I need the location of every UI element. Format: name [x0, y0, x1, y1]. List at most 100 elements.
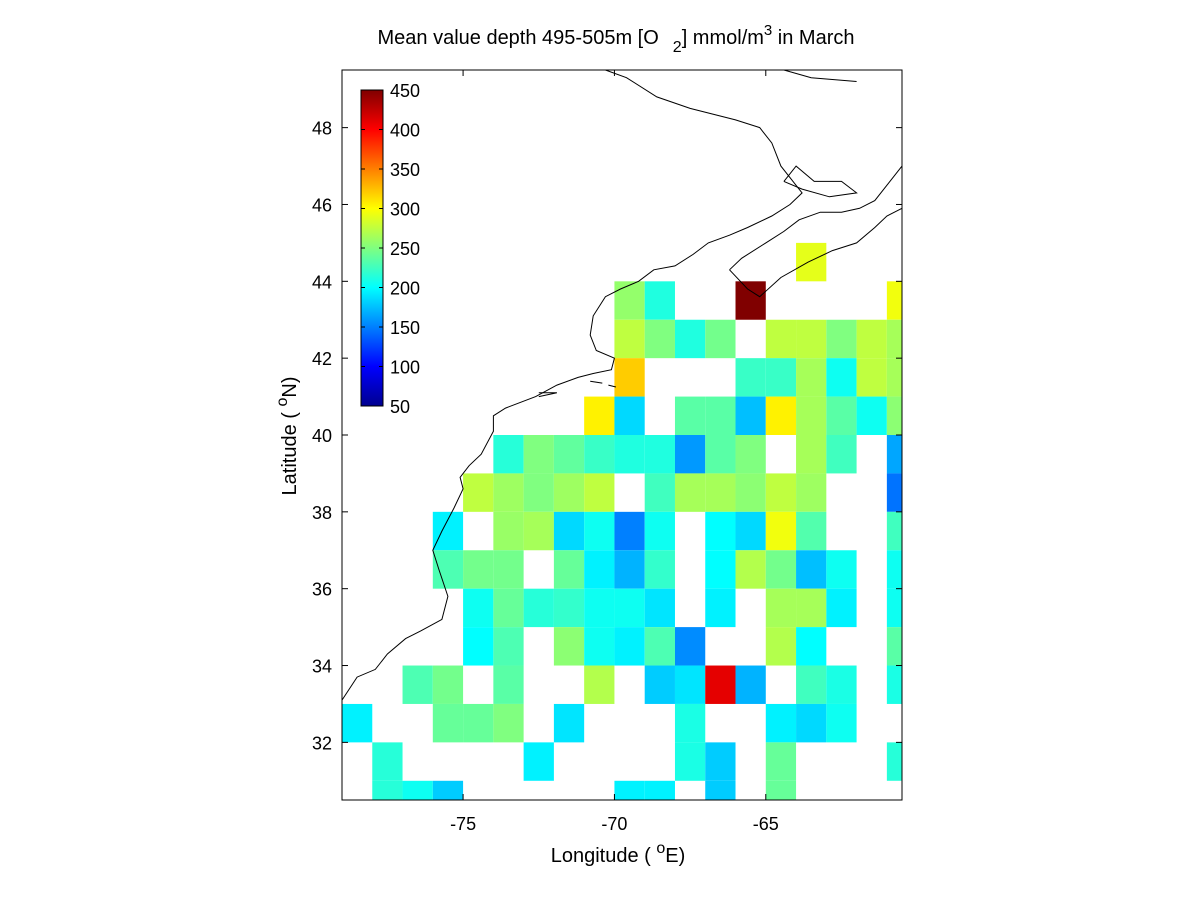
heatmap-cell	[432, 703, 464, 743]
heatmap-cell	[644, 627, 675, 666]
heatmap-cell	[735, 396, 766, 435]
x-tick-label: -65	[753, 814, 779, 834]
heatmap-cell	[493, 627, 524, 666]
coastline	[341, 69, 903, 701]
heatmap-cell	[886, 665, 902, 704]
colorbar-tick-label: 400	[390, 121, 420, 141]
y-tick-label: 48	[312, 119, 332, 139]
axis-ticks: -75 -70 -65 32 34 36 38 40 42 44 46 48	[312, 70, 902, 834]
title-main: Mean value depth 495-505m [O	[377, 27, 658, 49]
heatmap-cell	[705, 473, 736, 512]
heatmap-cell	[826, 435, 857, 474]
heatmap-cell	[735, 665, 766, 704]
heatmap-cell	[493, 588, 524, 628]
ylabel-degree: o	[274, 398, 291, 407]
heatmap-cell	[372, 742, 403, 781]
heatmap-cells	[342, 242, 902, 800]
heatmap-cell	[674, 319, 706, 359]
heatmap-cell	[432, 780, 464, 800]
heatmap-cell	[584, 550, 615, 589]
heatmap-cell	[705, 435, 736, 474]
heatmap-cell	[584, 627, 615, 666]
y-tick-label: 32	[312, 733, 332, 753]
y-tick-label: 38	[312, 503, 332, 523]
heatmap-cell	[402, 780, 433, 800]
heatmap-cell	[463, 627, 494, 666]
heatmap-cell	[523, 742, 554, 781]
colorbar-tick-label: 350	[390, 160, 420, 180]
heatmap-cell	[584, 396, 615, 435]
heatmap-cell	[463, 473, 494, 512]
heatmap-cell	[614, 319, 645, 359]
heatmap-cell	[796, 319, 827, 359]
heatmap-cell	[644, 473, 675, 512]
colorbar-tick-label: 100	[390, 358, 420, 378]
heatmap-cell	[614, 396, 645, 435]
ylabel-pre: Latitude (	[279, 407, 301, 496]
colorbar-tick-label: 300	[390, 200, 420, 220]
heatmap-cell	[553, 550, 585, 589]
heatmap-cell	[493, 550, 524, 589]
heatmap-cell	[765, 703, 797, 743]
title-month: in March	[772, 27, 854, 49]
heatmap-cell	[796, 665, 827, 704]
heatmap-cell	[735, 358, 766, 397]
heatmap-cell	[826, 319, 857, 359]
xlabel-pre: Longitude (	[551, 845, 657, 867]
coastline-path	[783, 165, 858, 198]
coastline-path	[729, 207, 903, 298]
heatmap-cell	[735, 435, 766, 474]
heatmap-cell	[674, 665, 706, 704]
title-subscript: 2	[673, 39, 682, 56]
heatmap-cell	[886, 511, 902, 551]
heatmap-cell	[765, 780, 797, 800]
heatmap-cell	[735, 281, 766, 320]
heatmap-cell	[523, 473, 554, 512]
heatmap-cell	[674, 742, 706, 781]
coastline-path	[608, 384, 617, 388]
heatmap-cell	[796, 627, 827, 666]
y-tick-label: 42	[312, 349, 332, 369]
heatmap-cell	[796, 242, 827, 282]
coastline-path	[590, 380, 603, 384]
heatmap-cell	[735, 511, 766, 551]
heatmap-cell	[614, 281, 645, 320]
coastline-path	[783, 69, 857, 82]
colorbar-tick-label: 250	[390, 239, 420, 259]
title-superscript: 3	[764, 22, 772, 39]
xlabel-degree: o	[656, 840, 665, 857]
heatmap-cell	[553, 588, 585, 628]
heatmap-cell	[372, 780, 403, 800]
heatmap-cell	[886, 550, 902, 589]
heatmap-cell	[584, 473, 615, 512]
heatmap-cell	[584, 665, 615, 704]
heatmap-cell	[553, 511, 585, 551]
heatmap-cell	[614, 435, 645, 474]
colorbar-ticks: 50 100 150 200 250 300 350 400 450	[361, 81, 420, 417]
heatmap-cell	[523, 588, 554, 628]
x-axis-label: Longitude ( oE)	[551, 840, 686, 867]
heatmap-cell	[674, 627, 706, 666]
heatmap-cell	[553, 703, 585, 743]
ylabel-post: N)	[279, 377, 301, 398]
heatmap-cell	[644, 319, 675, 359]
heatmap-cell	[765, 627, 797, 666]
heatmap-cell	[796, 588, 827, 628]
coastline-path	[729, 165, 903, 271]
heatmap-cell	[402, 665, 433, 704]
heatmap-cell	[886, 435, 902, 474]
heatmap-cell	[614, 627, 645, 666]
heatmap-cell	[432, 665, 464, 704]
heatmap-cell	[553, 473, 585, 512]
heatmap-cell	[765, 511, 797, 551]
heatmap-cell	[735, 473, 766, 512]
x-tick-label: -75	[450, 814, 476, 834]
title-units: ] mmol/m	[682, 27, 764, 49]
heatmap-cell	[614, 550, 645, 589]
heatmap-cell	[705, 665, 736, 704]
colorbar-tick-label: 200	[390, 279, 420, 299]
heatmap-cell	[765, 319, 797, 359]
heatmap-cell	[342, 703, 373, 743]
heatmap-cell	[644, 780, 675, 800]
